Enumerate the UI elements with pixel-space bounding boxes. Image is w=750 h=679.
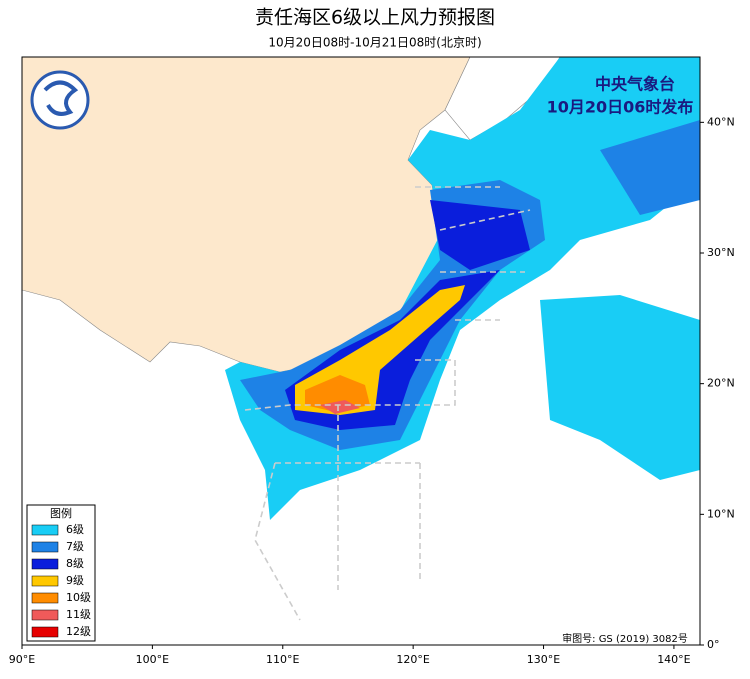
y-tick-label: 20°N: [707, 377, 735, 390]
y-tick-label: 30°N: [707, 246, 735, 259]
issue-time: 10月20日06时发布: [547, 98, 694, 117]
x-tick-label: 120°E: [396, 653, 429, 666]
approval-number: 审图号: GS (2019) 3082号: [562, 632, 688, 645]
legend-swatch: [31, 541, 59, 553]
map: [21, 56, 701, 646]
y-tick-label: 40°N: [707, 115, 735, 128]
title: 责任海区6级以上风力预报图: [255, 7, 495, 29]
legend-label: 10级: [66, 591, 91, 604]
legend-swatch: [31, 592, 59, 604]
legend-title: 图例: [50, 506, 72, 520]
wind-6: [540, 295, 700, 480]
legend-label: 8级: [66, 557, 84, 570]
x-tick-label: 130°E: [527, 653, 560, 666]
x-tick-label: 90°E: [9, 653, 35, 666]
sea-area-boundaries: [244, 186, 531, 621]
y-tick-label: 10°N: [707, 507, 735, 520]
legend-label: 6级: [66, 523, 84, 536]
wind-8: [430, 200, 530, 270]
logo: [30, 70, 90, 130]
legend: 图例 6级 7级 8级 9级 10级 11级 12级: [26, 504, 96, 642]
legend-swatch: [31, 558, 59, 570]
legend-label: 7级: [66, 540, 84, 553]
legend-label: 12级: [66, 625, 91, 638]
legend-swatch: [31, 524, 59, 536]
wind-11: [320, 400, 360, 414]
wind-7: [600, 120, 700, 215]
y-tick-label: 0°: [707, 638, 720, 651]
logo-mark: [43, 80, 79, 116]
subtitle: 10月20日08时-10月21日08时(北京时): [268, 36, 481, 50]
legend-swatch: [31, 626, 59, 638]
wind-10: [305, 375, 370, 412]
x-tick-label: 110°E: [266, 653, 299, 666]
legend-label: 9级: [66, 574, 84, 587]
legend-swatch: [31, 609, 59, 621]
map-frame: [21, 56, 701, 646]
legend-swatch: [31, 575, 59, 587]
legend-label: 11级: [66, 608, 91, 621]
issuer: 中央气象台: [595, 75, 675, 94]
x-tick-label: 140°E: [657, 653, 690, 666]
x-tick-label: 100°E: [136, 653, 169, 666]
